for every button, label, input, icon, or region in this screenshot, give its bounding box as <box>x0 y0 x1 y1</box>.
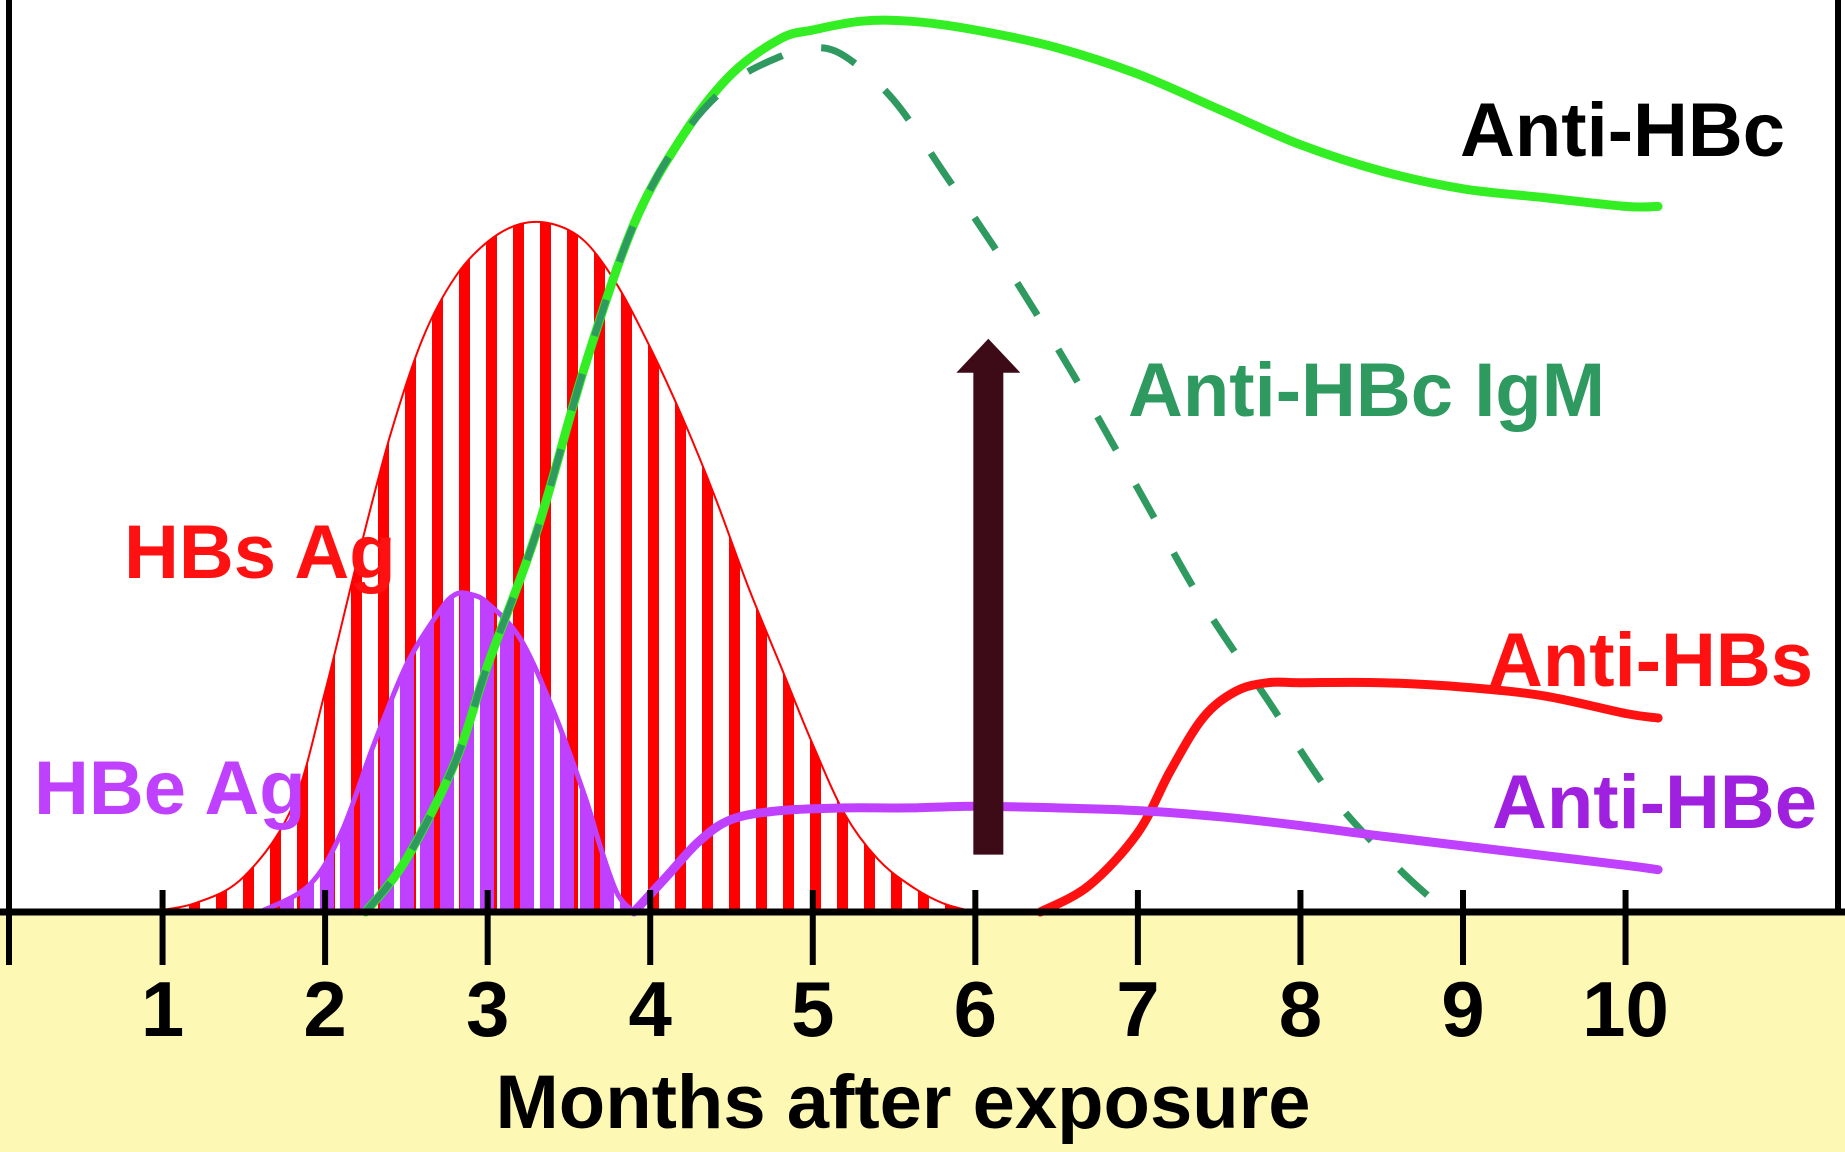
series-line-anti-hbc-igm <box>362 44 1450 915</box>
x-tick-label-8: 8 <box>1279 965 1322 1053</box>
x-tick-label-5: 5 <box>791 965 834 1053</box>
x-axis-label: Months after exposure <box>495 1060 1310 1145</box>
x-tick-label-1: 1 <box>141 965 184 1053</box>
area-series-group <box>146 220 976 915</box>
annotation-arrow-head <box>956 338 1021 373</box>
series-area-outline-hbe-ag <box>258 590 636 915</box>
x-tick-label-10: 10 <box>1582 965 1669 1053</box>
series-area-hbs-ag <box>146 220 976 913</box>
x-tick-group <box>159 890 1629 965</box>
x-tick-label-4: 4 <box>629 965 672 1053</box>
series-label-anti-hbs: Anti-HBs <box>1488 618 1813 703</box>
series-line-anti-hbs <box>1035 677 1663 917</box>
x-tick-label-6: 6 <box>954 965 997 1053</box>
series-label-anti-hbc: Anti-HBc <box>1460 88 1785 173</box>
x-tick-label-7: 7 <box>1116 965 1159 1053</box>
series-label-hbs-ag: HBs Ag <box>124 510 396 595</box>
x-tick-label-2: 2 <box>303 965 346 1053</box>
series-line-anti-hbe <box>629 801 1663 917</box>
series-label-anti-hbc-igm: Anti-HBc IgM <box>1128 348 1605 433</box>
axis-band-background <box>0 912 1845 1152</box>
x-tick-label-9: 9 <box>1441 965 1484 1053</box>
annotation-group <box>956 338 1021 855</box>
series-label-hbe-ag: HBe Ag <box>34 746 306 831</box>
x-tick-label-group: 1 2 3 4 5 6 7 8 9 10 <box>141 965 1669 1053</box>
series-label-anti-hbe: Anti-HBe <box>1492 760 1817 845</box>
line-series-group <box>361 15 1663 917</box>
x-tick-label-3: 3 <box>466 965 509 1053</box>
